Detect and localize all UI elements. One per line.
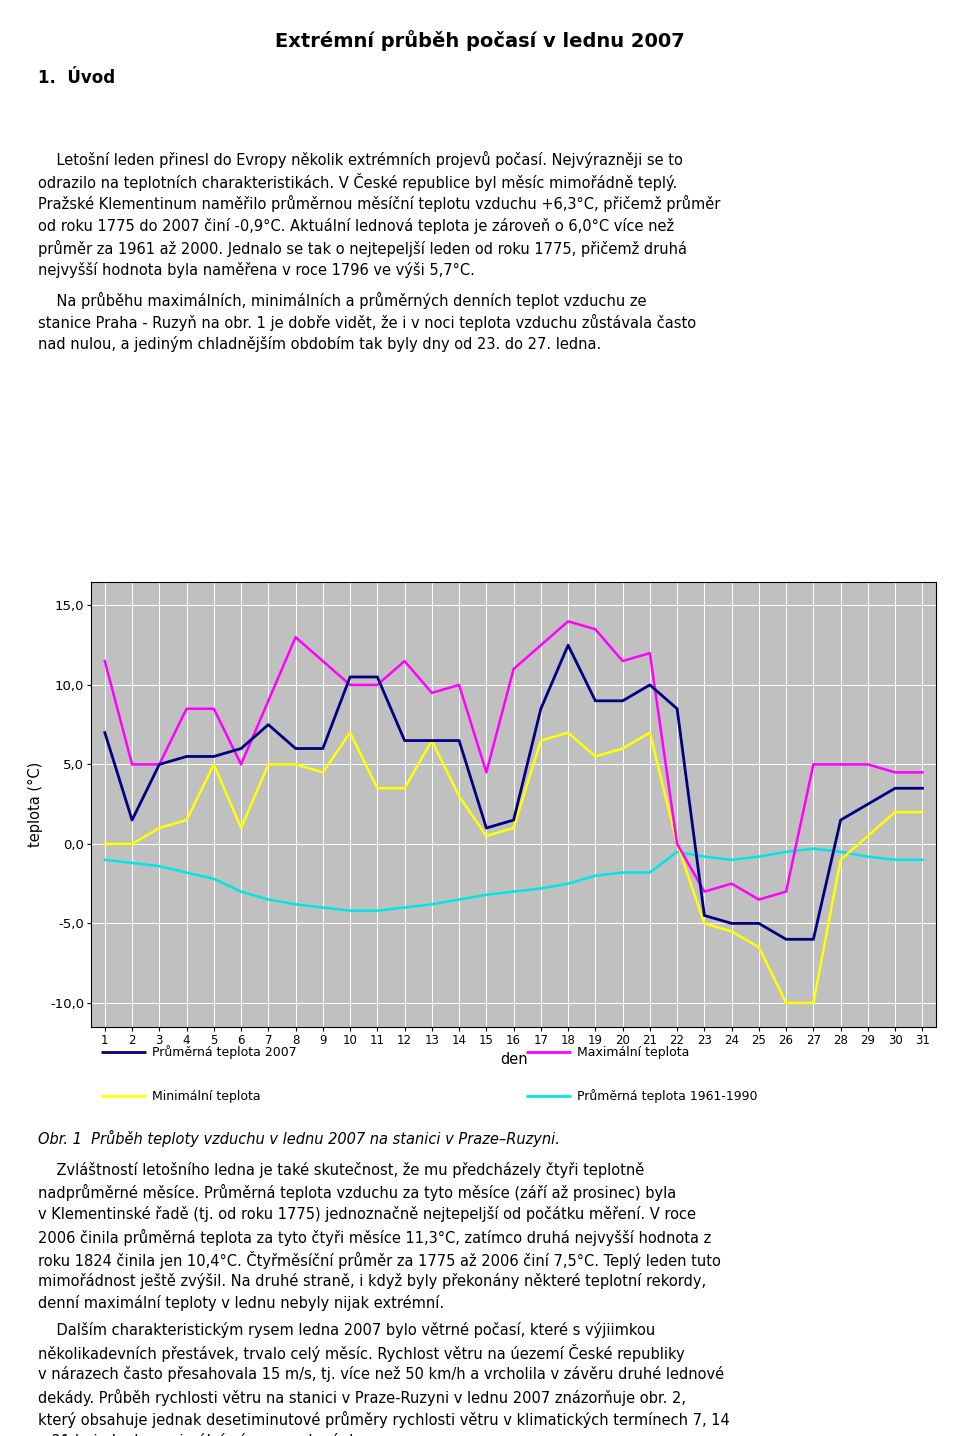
X-axis label: den: den (500, 1053, 527, 1067)
Text: Zvláštností letošního ledna je také skutečnost, že mu předcházely čtyři teplotně: Zvláštností letošního ledna je také skut… (38, 1162, 645, 1178)
Text: 1.  Úvod: 1. Úvod (38, 69, 115, 88)
Text: Průměrná teplota 1961-1990: Průměrná teplota 1961-1990 (577, 1090, 757, 1103)
Text: 2006 činila průměrná teplota za tyto čtyři měsíce 11,3°C, zatímco druhá nejvyšší: 2006 činila průměrná teplota za tyto čty… (38, 1229, 711, 1245)
Text: nejvyšší hodnota byla naměřena v roce 1796 ve výši 5,7°C.: nejvyšší hodnota byla naměřena v roce 17… (38, 261, 475, 279)
Text: několikadevních přestávek, trvalo celý měsíc. Rychlost větru na úezemí České rep: několikadevních přestávek, trvalo celý m… (38, 1344, 685, 1363)
Text: dekády. Průběh rychlosti větru na stanici v Praze-Ruzyni v lednu 2007 znázorňuje: dekády. Průběh rychlosti větru na stanic… (38, 1389, 686, 1406)
Text: denní maximální teploty v lednu nebyly nijak extrémní.: denní maximální teploty v lednu nebyly n… (38, 1295, 444, 1311)
Text: v Klementinské řadě (tj. od roku 1775) jednoznačně nejtepeljší od počátku měření: v Klementinské řadě (tj. od roku 1775) j… (38, 1206, 696, 1222)
Text: mimořádnost ještě zvýšil. Na druhé straně, i když byly překonány některé teplotn: mimořádnost ještě zvýšil. Na druhé stran… (38, 1274, 707, 1290)
Text: roku 1824 činila jen 10,4°C. Čtyřměsíční průměr za 1775 až 2006 činí 7,5°C. Tepl: roku 1824 činila jen 10,4°C. Čtyřměsíční… (38, 1251, 721, 1269)
Y-axis label: teplota (°C): teplota (°C) (28, 761, 43, 847)
Text: Na průběhu maximálních, minimálních a průměrných denních teplot vzduchu ze: Na průběhu maximálních, minimálních a pr… (38, 292, 647, 309)
Text: Letošní leden přinesl do Evropy několik extrémních projevů počasí. Nejvýrazněji : Letošní leden přinesl do Evropy několik … (38, 151, 684, 168)
Text: odrazilo na teplotních charakteristikách. V České republice byl měsíc mimořádně : odrazilo na teplotních charakteristikách… (38, 174, 678, 191)
Text: který obsahuje jednak desetiminutové průměry rychlosti větru v klimatických term: který obsahuje jednak desetiminutové prů… (38, 1410, 731, 1427)
Text: Dalším charakteristickým rysem ledna 2007 bylo větrné počasí, které s výjiimkou: Dalším charakteristickým rysem ledna 200… (38, 1321, 656, 1338)
Text: a 21 h, jednak maximální náraz pro daný den.: a 21 h, jednak maximální náraz pro daný … (38, 1433, 377, 1436)
Text: Průměrná teplota 2007: Průměrná teplota 2007 (152, 1045, 297, 1060)
Text: nad nulou, a jediným chladnějším obdobím tak byly dny od 23. do 27. ledna.: nad nulou, a jediným chladnějším obdobím… (38, 336, 602, 352)
Text: Obr. 1  Průběh teploty vzduchu v lednu 2007 na stanici v Praze–Ruzyni.: Obr. 1 Průběh teploty vzduchu v lednu 20… (38, 1130, 561, 1147)
Text: Pražské Klementinum naměřilo průměrnou měsíční teplotu vzduchu +6,3°C, přičemž p: Pražské Klementinum naměřilo průměrnou m… (38, 195, 721, 213)
Text: stanice Praha - Ruzyň na obr. 1 je dobře vidět, že i v noci teplota vzduchu zůst: stanice Praha - Ruzyň na obr. 1 je dobře… (38, 313, 697, 330)
Text: Maximální teplota: Maximální teplota (577, 1045, 689, 1058)
Text: nadprůměrné měsíce. Průměrná teplota vzduchu za tyto měsíce (září až prosinec) b: nadprůměrné měsíce. Průměrná teplota vzd… (38, 1183, 677, 1200)
Text: Minimální teplota: Minimální teplota (152, 1090, 261, 1103)
Text: v nárazech často přesahovala 15 m/s, tj. více než 50 km/h a vrcholila v závěru d: v nárazech často přesahovala 15 m/s, tj.… (38, 1367, 725, 1383)
Text: Extrémní průběh počasí v lednu 2007: Extrémní průběh počasí v lednu 2007 (276, 30, 684, 52)
Text: průměr za 1961 až 2000. Jednalo se tak o nejtepeljší leden od roku 1775, přičemž: průměr za 1961 až 2000. Jednalo se tak o… (38, 240, 687, 257)
Text: od roku 1775 do 2007 činí -0,9°C. Aktuální lednová teplota je zároveň o 6,0°C ví: od roku 1775 do 2007 činí -0,9°C. Aktuál… (38, 217, 675, 234)
